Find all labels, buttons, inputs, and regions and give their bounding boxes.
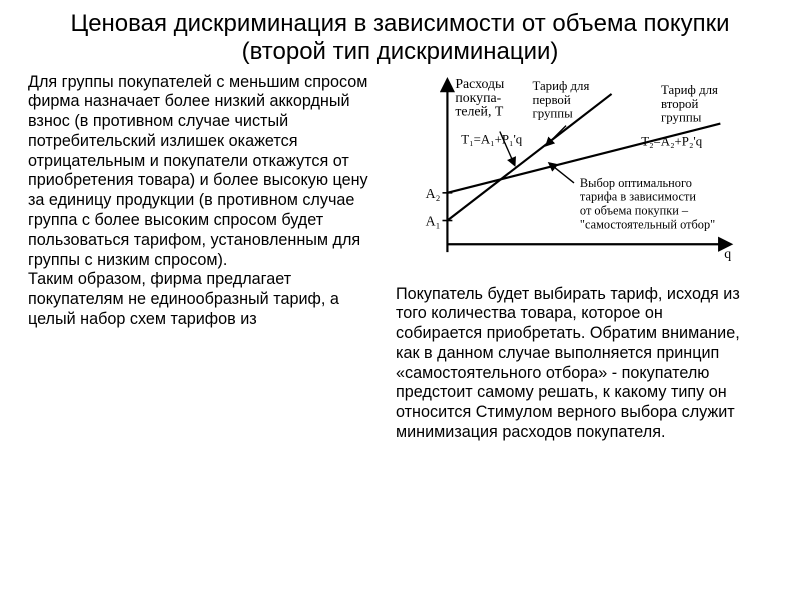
svg-text:покупа-: покупа-: [455, 89, 501, 104]
svg-text:группы: группы: [532, 106, 573, 120]
svg-text:A₁: A₁: [426, 213, 441, 228]
left-column: Для группы покупателей с меньшим спросом…: [28, 73, 380, 443]
svg-text:T₁=A₁+P₁'q: T₁=A₁+P₁'q: [461, 132, 522, 146]
right-column: Расходыпокупа-телей, TqA₂A₁Тариф дляперв…: [396, 73, 752, 443]
slide-title: Ценовая дискриминация в зависимости от о…: [28, 10, 772, 67]
svg-text:тарифа в зависимости: тарифа в зависимости: [580, 189, 696, 203]
svg-text:Тариф для: Тариф для: [532, 79, 589, 93]
slide: Ценовая дискриминация в зависимости от о…: [0, 0, 800, 600]
svg-text:T₂=A₂+P₂'q: T₂=A₂+P₂'q: [641, 134, 702, 148]
svg-text:"самостоятельный отбор": "самостоятельный отбор": [580, 217, 715, 231]
svg-text:телей, T: телей, T: [455, 103, 504, 118]
right-text: Покупатель будет выбирать тариф, исходя …: [396, 285, 752, 443]
svg-text:Расходы: Расходы: [455, 76, 504, 91]
left-text: Для группы покупателей с меньшим спросом…: [28, 73, 380, 330]
svg-text:q: q: [724, 246, 731, 261]
svg-text:Выбор оптимального: Выбор оптимального: [580, 176, 692, 190]
tariff-chart: Расходыпокупа-телей, TqA₂A₁Тариф дляперв…: [396, 73, 752, 283]
svg-text:A₂: A₂: [426, 185, 441, 200]
svg-text:второй: второй: [661, 96, 698, 110]
columns: Для группы покупателей с меньшим спросом…: [28, 73, 772, 443]
svg-text:от объема покупки –: от объема покупки –: [580, 203, 689, 217]
svg-text:группы: группы: [661, 110, 702, 124]
svg-text:Тариф для: Тариф для: [661, 83, 718, 97]
svg-text:первой: первой: [532, 92, 570, 106]
